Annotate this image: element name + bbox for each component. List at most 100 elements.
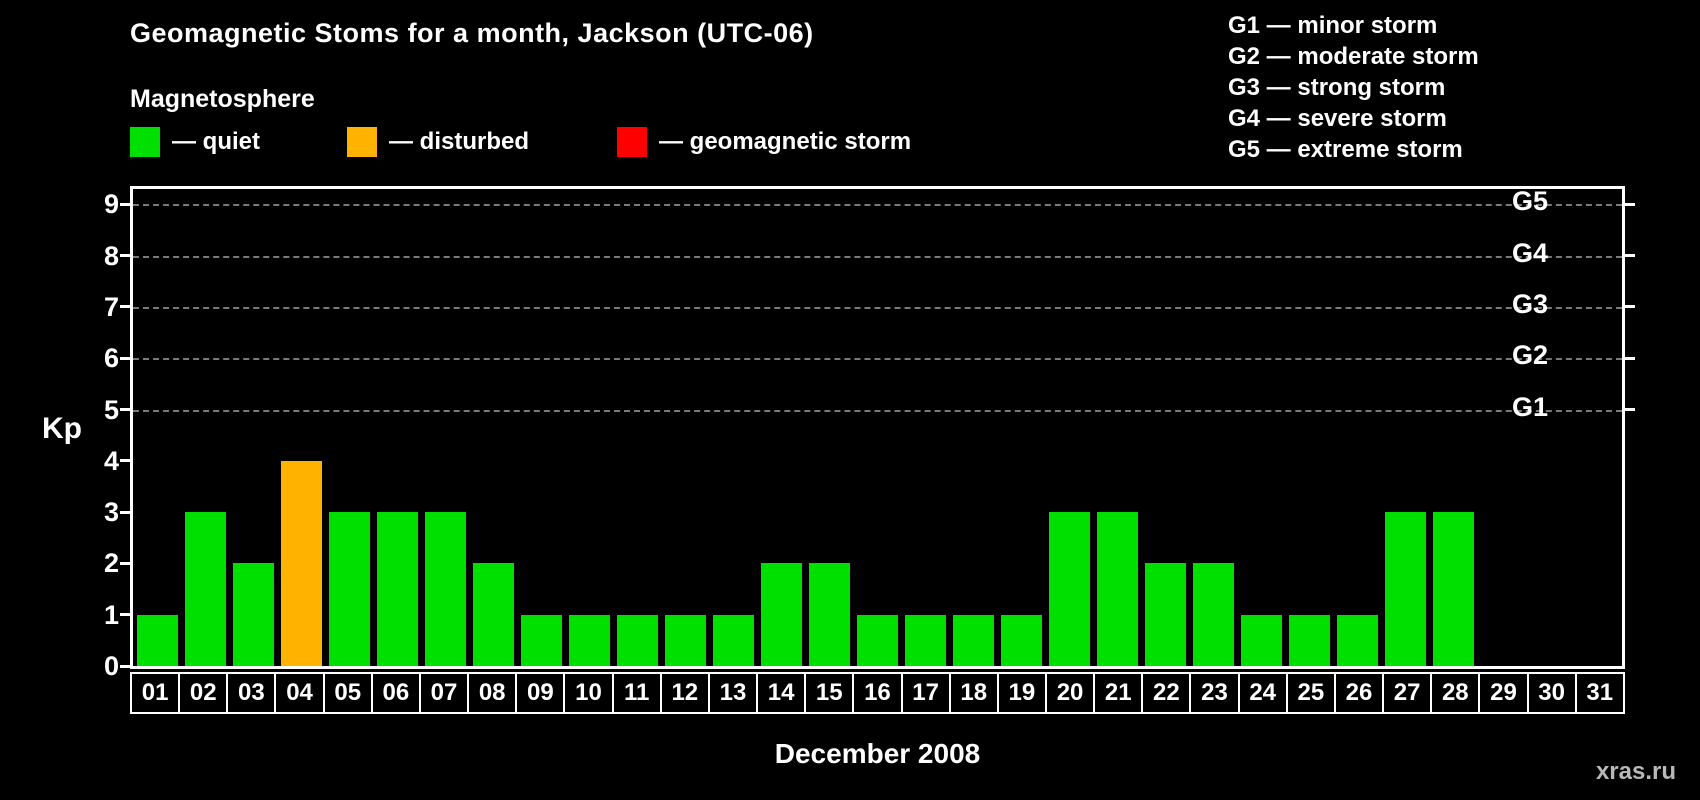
x-axis-day-labels: 01 02 03 04 05 06 07 08 09 10 11 12 13 14 15 16 17 18 19 20…	[130, 672, 1625, 714]
day-label-09: 09	[515, 672, 566, 714]
day-label-14: 14	[756, 672, 807, 714]
kp-bar-day-14	[760, 563, 802, 666]
day-label-19: 19	[996, 672, 1047, 714]
storm-scale-line-g4: G4 — severe storm	[1228, 105, 1447, 132]
day-label-13: 13	[707, 672, 759, 714]
day-label-23: 23	[1189, 672, 1240, 714]
kp-bar-day-20	[1049, 512, 1091, 666]
day-label-03: 03	[226, 672, 277, 714]
storm-scale-line-g5: G5 — extreme storm	[1228, 136, 1463, 163]
y-tick-mark	[120, 459, 133, 463]
storm-scale-line-g1: G1 — minor storm	[1228, 12, 1438, 39]
y-tick-mark	[120, 254, 133, 258]
gridline-kp-7	[133, 306, 1622, 309]
right-axis-label-g1: G1	[1512, 391, 1549, 422]
kp-bar-day-13	[712, 614, 754, 666]
day-label-04: 04	[274, 672, 325, 714]
day-label-25: 25	[1285, 672, 1336, 714]
kp-bar-day-27	[1385, 512, 1427, 666]
legend-item-disturbed: — disturbed	[347, 126, 529, 158]
y-tick-label: 4	[103, 445, 119, 476]
y-tick-mark	[120, 356, 133, 360]
right-tick-mark	[1622, 202, 1635, 206]
y-tick-label: 2	[103, 548, 119, 579]
kp-bar-day-02	[184, 512, 226, 666]
legend-item-label: — geomagnetic storm	[659, 128, 912, 155]
y-tick-label: 8	[103, 240, 119, 271]
kp-bar-day-25	[1289, 614, 1331, 666]
legend-heading: Magnetosphere	[130, 85, 315, 113]
right-tick-mark	[1622, 254, 1635, 258]
kp-bar-day-12	[664, 614, 706, 666]
storm-scale-line-g3: G3 — strong storm	[1228, 74, 1446, 101]
y-tick-label: 7	[103, 291, 119, 322]
kp-bar-day-08	[472, 563, 514, 666]
kp-bar-day-19	[1001, 614, 1043, 666]
legend-item-label: — disturbed	[389, 128, 530, 155]
day-label-05: 05	[322, 672, 373, 714]
kp-bar-day-22	[1145, 563, 1187, 666]
chart-title: Geomagnetic Stoms for a month, Jackson (…	[130, 18, 814, 48]
kp-bar-day-11	[616, 614, 658, 666]
kp-bar-day-26	[1337, 614, 1379, 666]
day-label-06: 06	[370, 672, 421, 714]
day-label-08: 08	[467, 672, 518, 714]
kp-bar-day-21	[1097, 512, 1139, 666]
kp-bar-day-05	[328, 512, 370, 666]
kp-bar-day-03	[232, 563, 274, 666]
day-label-02: 02	[178, 672, 229, 714]
gridline-kp-6	[133, 358, 1622, 361]
right-tick-mark	[1622, 408, 1635, 412]
legend-item-quiet: — quiet	[130, 126, 260, 158]
y-axis-label: Kp	[42, 412, 82, 445]
legend-swatch-quiet-icon	[130, 127, 160, 157]
kp-bar-day-28	[1433, 512, 1475, 666]
day-label-11: 11	[611, 672, 662, 714]
plot-area: 0 1 2 3 4 5 6 7 8 9	[104, 186, 1635, 681]
right-axis-label-g4: G4	[1512, 237, 1549, 268]
day-label-20: 20	[1044, 672, 1096, 714]
kp-bar-day-24	[1241, 614, 1283, 666]
kp-bar-day-10	[568, 614, 610, 666]
day-label-21: 21	[1093, 672, 1144, 714]
legend-item-storm: — geomagnetic storm	[617, 126, 911, 158]
y-tick-mark	[120, 408, 133, 412]
right-axis-label-g5: G5	[1512, 186, 1549, 217]
y-tick-mark	[120, 202, 133, 206]
day-label-30: 30	[1526, 672, 1577, 714]
gridline-kp-9	[133, 204, 1622, 207]
y-tick-mark	[120, 664, 133, 668]
kp-bar-day-17	[905, 614, 947, 666]
kp-bar-day-01	[136, 614, 178, 666]
day-label-29: 29	[1478, 672, 1529, 714]
y-tick-mark	[120, 510, 133, 514]
storm-scale-line-g2: G2 — moderate storm	[1228, 43, 1479, 70]
day-label-22: 22	[1141, 672, 1192, 714]
day-label-17: 17	[900, 672, 951, 714]
magnetosphere-legend: — quiet — disturbed — geomagnetic storm	[0, 126, 1700, 160]
kp-bar-day-06	[376, 512, 418, 666]
kp-bar-day-18	[953, 614, 995, 666]
right-tick-mark	[1622, 305, 1635, 309]
kp-bar-day-16	[856, 614, 898, 666]
day-label-10: 10	[563, 672, 614, 714]
watermark: xras.ru	[1595, 758, 1676, 785]
legend-item-label: — quiet	[172, 128, 260, 155]
day-label-27: 27	[1382, 672, 1433, 714]
y-tick-mark	[120, 561, 133, 565]
right-axis-label-g3: G3	[1512, 288, 1549, 319]
kp-bar-day-07	[424, 512, 466, 666]
kp-bar-day-09	[520, 614, 562, 666]
day-label-31: 31	[1574, 672, 1625, 714]
day-label-18: 18	[948, 672, 999, 714]
day-label-01: 01	[130, 672, 181, 714]
day-label-26: 26	[1333, 672, 1385, 714]
y-tick-label: 6	[103, 343, 119, 374]
storm-scale-legend: G1 — minor storm G2 — moderate storm G3 — …	[1228, 10, 1479, 165]
y-tick-label: 0	[103, 651, 119, 681]
gridline-kp-8	[133, 255, 1622, 258]
gridline-kp-5	[133, 409, 1622, 412]
kp-bar-day-15	[808, 563, 850, 666]
day-label-15: 15	[804, 672, 855, 714]
